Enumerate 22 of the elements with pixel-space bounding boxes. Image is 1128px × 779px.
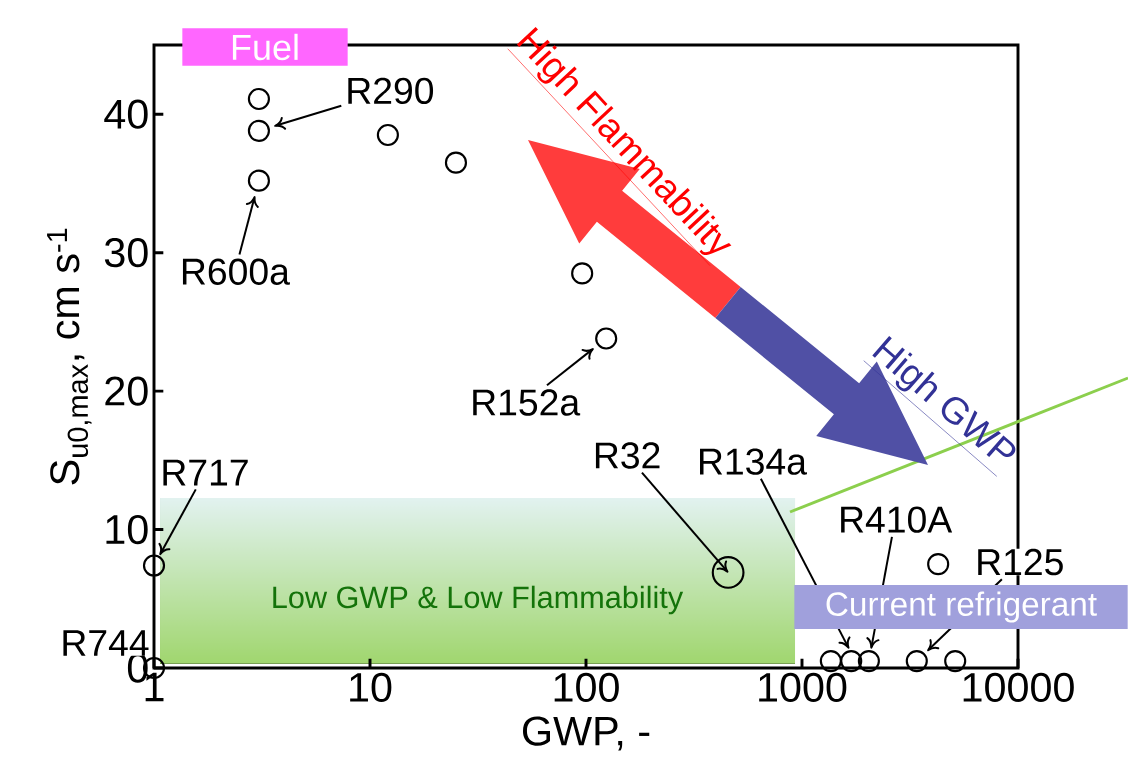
annotation: Current refrigerant [826,591,1097,623]
annotation: R125 [978,548,1063,576]
x-tick-label: 10 [350,672,392,702]
y-axis-title: S$_{u0,max}$, cm s$^{-1}$ [47,228,92,485]
annotation: R600a [182,258,290,285]
x-tick-label: 1000 [759,672,847,702]
annotation: Low GWP & Low Flammability [273,585,684,615]
annotation: R290 [348,77,434,105]
annotation: R410A [841,506,953,533]
y-tick-label: 30 [104,238,148,268]
y-tick-label: 40 [104,99,148,129]
annotation: Fuel [232,33,298,61]
y-tick-label: 20 [105,376,148,406]
annotation: R32 [595,442,660,469]
annotation: R134a [700,448,807,475]
x-tick-label: 100 [554,672,619,702]
annotation: R744 [63,630,149,656]
x-axis-title: GWP, - [523,716,650,751]
annotation: R152a [473,389,581,416]
y-tick-label: 10 [106,514,148,545]
x-tick-label: 10000 [963,672,1074,702]
annotation: R717 [163,459,248,486]
